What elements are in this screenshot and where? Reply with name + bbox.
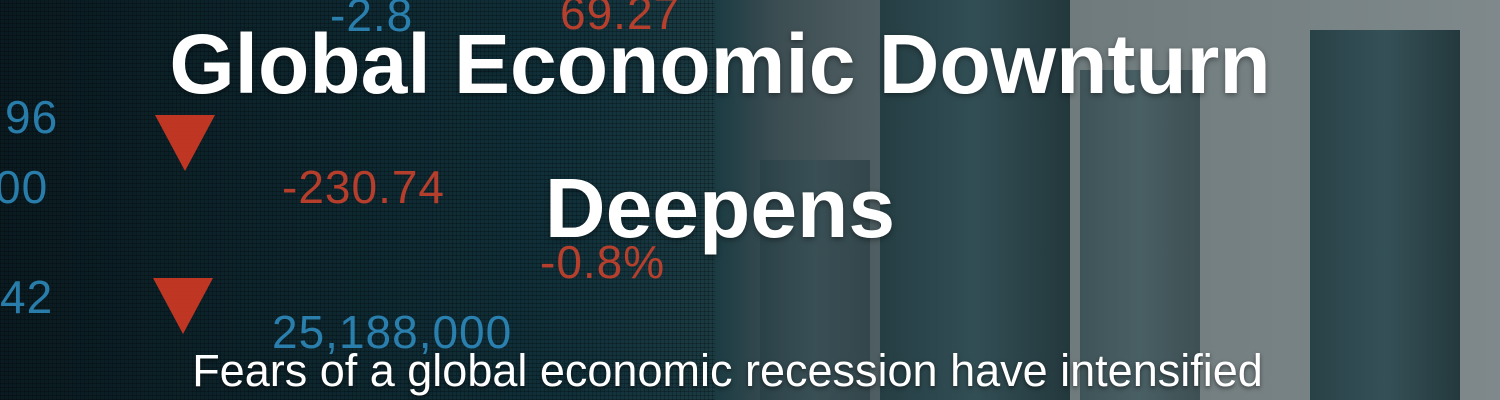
ticker-value: -2.8: [330, 0, 414, 41]
ticker-value: -0.8%: [540, 236, 666, 288]
ticker-value: 25,188,000: [272, 306, 513, 358]
down-arrow: [155, 115, 215, 171]
ticker-value: 69.27: [560, 0, 681, 39]
ticker-value: 00: [0, 161, 49, 213]
down-arrow: [153, 278, 213, 334]
ticker-value: 42: [0, 271, 54, 323]
skyscraper: [1310, 30, 1460, 400]
headline-title: Global Economic Downturn Deepens: [169, 17, 1271, 255]
skyscraper: [880, 0, 1070, 400]
skyscraper: [760, 160, 870, 400]
ticker-value: 96: [5, 91, 59, 143]
headline-subtitle: Fears of a global economic recession hav…: [192, 345, 1263, 396]
skyscraper: [1080, 70, 1200, 400]
ticker-value: -230.74: [282, 161, 446, 213]
ticker-board: -2.8 69.27 96 00 -230.74 -0.8% 42 25,188…: [0, 0, 715, 400]
